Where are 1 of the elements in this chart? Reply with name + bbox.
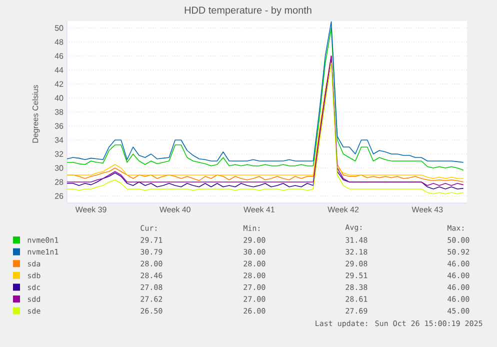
chart-title: HDD temperature - by month (184, 6, 312, 16)
